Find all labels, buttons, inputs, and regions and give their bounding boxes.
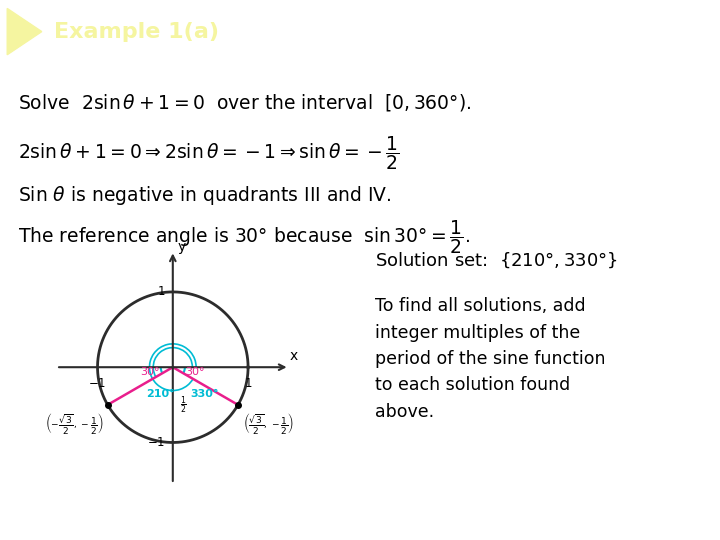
Text: x: x bbox=[289, 349, 297, 363]
Text: To find all solutions, add
integer multiples of the
period of the sine function
: To find all solutions, add integer multi… bbox=[375, 297, 606, 421]
Text: Copyright © 2013, 2009, 2005 Pearson Education, Inc.: Copyright © 2013, 2009, 2005 Pearson Edu… bbox=[226, 516, 494, 526]
Text: Solve  $2\sin\theta + 1 = 0$  over the interval  $\left[0, 360°\right).$: Solve $2\sin\theta + 1 = 0$ over the int… bbox=[18, 92, 472, 113]
Text: $\left(\dfrac{\sqrt{3}}{2},\,-\dfrac{1}{2}\right)$: $\left(\dfrac{\sqrt{3}}{2},\,-\dfrac{1}{… bbox=[243, 411, 293, 436]
Text: 30°: 30° bbox=[186, 367, 205, 377]
Text: PEARSON: PEARSON bbox=[518, 514, 600, 529]
Text: $\left(-\dfrac{\sqrt{3}}{2},\,-\dfrac{1}{2}\right)$: $\left(-\dfrac{\sqrt{3}}{2},\,-\dfrac{1}… bbox=[45, 411, 103, 436]
Text: The reference angle is $30°$ because  $\sin 30° = \dfrac{1}{2}.$: The reference angle is $30°$ because $\s… bbox=[18, 218, 470, 256]
Text: $1$: $1$ bbox=[157, 286, 166, 299]
Text: 210°: 210° bbox=[146, 389, 175, 399]
Text: $2\sin\theta + 1 = 0 \Rightarrow 2\sin\theta = -1 \Rightarrow \sin\theta = -\dfr: $2\sin\theta + 1 = 0 \Rightarrow 2\sin\t… bbox=[18, 134, 400, 172]
Text: 330°: 330° bbox=[190, 389, 219, 399]
Text: $-1$: $-1$ bbox=[147, 436, 166, 449]
Text: 4: 4 bbox=[688, 514, 698, 529]
Text: $-1$: $-1$ bbox=[89, 377, 107, 390]
Text: 30°: 30° bbox=[140, 367, 160, 377]
Text: Sin $\theta$ is negative in quadrants III and IV.: Sin $\theta$ is negative in quadrants II… bbox=[18, 184, 392, 207]
Text: Example 1(a): Example 1(a) bbox=[54, 22, 219, 42]
Text: EQUATION BY LINEAR METHODS: EQUATION BY LINEAR METHODS bbox=[266, 45, 615, 64]
Text: y: y bbox=[177, 240, 186, 254]
Text: ALWAYS LEARNING: ALWAYS LEARNING bbox=[14, 516, 117, 526]
Text: $1$: $1$ bbox=[244, 377, 252, 390]
Text: SOLVING A TRIGONOMETRIC: SOLVING A TRIGONOMETRIC bbox=[266, 10, 574, 29]
Text: $\frac{1}{2}$: $\frac{1}{2}$ bbox=[180, 394, 187, 416]
Polygon shape bbox=[7, 9, 42, 55]
Text: Solution set:  $\{210°, 330°\}$: Solution set: $\{210°, 330°\}$ bbox=[375, 250, 618, 270]
